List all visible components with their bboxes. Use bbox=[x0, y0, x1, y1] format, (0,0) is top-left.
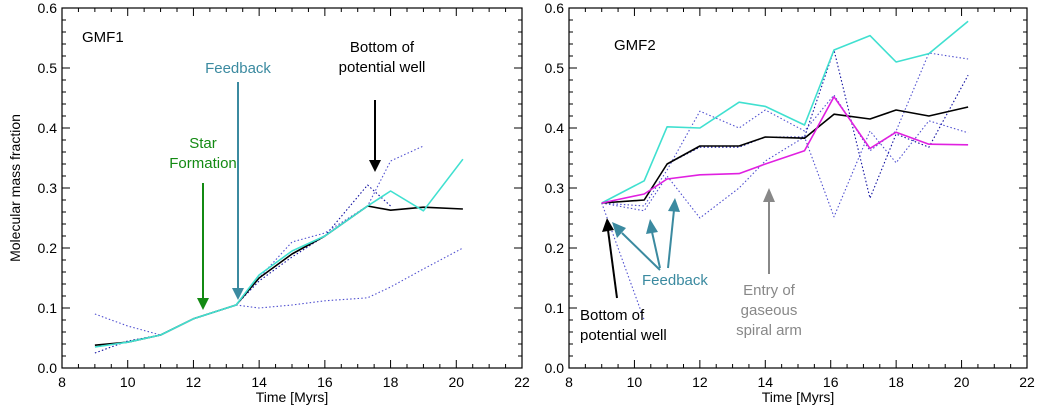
axis-ticks: 8 10 12 14 16 18 20 22 0.0 0.1 0.2 0.3 0.4 0.5 0.6 bbox=[545, 0, 1035, 390]
x-tick-label: 16 bbox=[317, 374, 333, 390]
series-line-1 bbox=[94, 158, 464, 348]
bottom-arrowhead bbox=[602, 218, 614, 232]
bottom-arrow bbox=[607, 229, 618, 299]
annotation-entry-line2: gaseous bbox=[741, 302, 798, 319]
panel-gmf2: 8 10 12 14 16 18 20 22 0.0 0.1 0.2 0.3 0.4 0.5 0.6 GMF… bbox=[545, 0, 1035, 405]
x-tick-label: 12 bbox=[186, 374, 202, 390]
x-tick-label: 22 bbox=[514, 374, 530, 390]
series-line-5 bbox=[601, 52, 969, 207]
entry-arrowhead bbox=[763, 188, 775, 202]
feedback-arrow-2 bbox=[651, 231, 661, 269]
y-tick-label: 0.4 bbox=[545, 120, 565, 136]
y-tick-label: 0.2 bbox=[545, 240, 565, 256]
y-tick-label: 0.5 bbox=[545, 60, 565, 76]
x-tick-label: 10 bbox=[120, 374, 136, 390]
x-tick-label: 14 bbox=[757, 374, 773, 390]
annotation-entry-line3: spiral arm bbox=[736, 322, 802, 339]
x-tick-label: 20 bbox=[954, 374, 970, 390]
annotation-star: Star bbox=[189, 135, 217, 152]
series-group bbox=[601, 20, 969, 321]
series-line-0 bbox=[601, 106, 969, 204]
panel-label: GMF1 bbox=[82, 29, 124, 46]
series-line-3 bbox=[94, 145, 424, 336]
x-axis-label: Time [Myrs] bbox=[762, 389, 835, 405]
annotation-feedback: Feedback bbox=[642, 272, 708, 289]
x-tick-label: 14 bbox=[251, 374, 267, 390]
annotation-bottom-line1: Bottom of bbox=[350, 39, 415, 56]
star-formation-arrowhead bbox=[197, 298, 209, 310]
x-tick-label: 18 bbox=[888, 374, 904, 390]
x-tick-label: 8 bbox=[58, 374, 66, 390]
x-tick-label: 16 bbox=[823, 374, 839, 390]
y-tick-label: 0.6 bbox=[545, 0, 565, 16]
y-tick-label: 0.5 bbox=[38, 60, 58, 76]
x-tick-label: 12 bbox=[692, 374, 708, 390]
x-tick-label: 22 bbox=[1019, 374, 1035, 390]
annotation-bottom-line2: potential well bbox=[580, 327, 667, 344]
y-tick-label: 0.2 bbox=[38, 240, 58, 256]
y-tick-label: 0.1 bbox=[38, 300, 58, 316]
annotation-feedback: Feedback bbox=[205, 60, 271, 77]
series-line-4 bbox=[236, 247, 464, 309]
feedback-arrowhead-3 bbox=[668, 198, 680, 212]
feedback-arrowhead-2 bbox=[646, 219, 658, 234]
x-axis-label: Time [Myrs] bbox=[256, 389, 329, 405]
bottom-arrowhead bbox=[369, 160, 381, 172]
y-tick-label: 0.0 bbox=[38, 360, 58, 376]
x-tick-label: 18 bbox=[383, 374, 399, 390]
series-line-1 bbox=[601, 20, 969, 204]
panel-label: GMF2 bbox=[614, 37, 656, 54]
y-tick-label: 0.3 bbox=[38, 180, 58, 196]
y-tick-label: 0.3 bbox=[545, 180, 565, 196]
series-line-2 bbox=[94, 184, 391, 354]
series-group bbox=[94, 145, 464, 354]
axis-ticks: 8 10 12 14 16 18 20 22 0.0 0.1 0.2 0.3 0.4 0.5 0.6 bbox=[38, 0, 530, 390]
annotation-formation: Formation bbox=[169, 155, 237, 172]
x-tick-label: 8 bbox=[565, 374, 573, 390]
y-tick-label: 0.1 bbox=[545, 300, 565, 316]
y-tick-label: 0.6 bbox=[38, 0, 58, 16]
feedback-arrow-1 bbox=[621, 232, 661, 271]
series-line-6 bbox=[601, 202, 645, 321]
series-line-2 bbox=[601, 96, 969, 204]
y-tick-label: 0.0 bbox=[545, 360, 565, 376]
annotation-entry-line1: Entry of bbox=[743, 282, 796, 299]
x-tick-label: 20 bbox=[448, 374, 464, 390]
annotation-bottom-line1: Bottom of bbox=[580, 307, 645, 324]
y-axis-label: Molecular mass fraction bbox=[7, 114, 23, 262]
series-line-0 bbox=[94, 205, 463, 346]
series-line-4 bbox=[601, 120, 969, 219]
annotation-bottom-line2: potential well bbox=[339, 59, 426, 76]
plot-frame bbox=[61, 7, 523, 369]
x-tick-label: 10 bbox=[627, 374, 643, 390]
feedback-arrowhead bbox=[232, 288, 244, 300]
panel-gmf1: 8 10 12 14 16 18 20 22 0.0 0.1 0.2 0.3 0.4 0.5 0.6 GMF… bbox=[7, 0, 530, 405]
y-tick-label: 0.4 bbox=[38, 120, 58, 136]
feedback-arrowhead-1 bbox=[612, 222, 626, 238]
feedback-arrow-3 bbox=[667, 209, 675, 269]
